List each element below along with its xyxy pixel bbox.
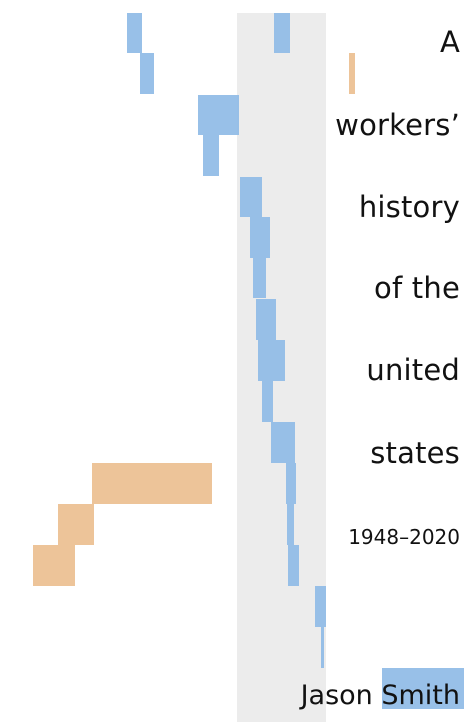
blue-bar-5 xyxy=(203,135,219,176)
blue-bar-13 xyxy=(286,463,296,504)
blue-bar-9 xyxy=(256,299,276,340)
orange-bar-3 xyxy=(58,504,94,545)
blue-bar-11 xyxy=(262,381,273,422)
title-line-1: A xyxy=(439,25,460,59)
blue-bar-3 xyxy=(274,13,290,53)
blue-bar-6 xyxy=(240,177,262,217)
blue-bar-12 xyxy=(271,422,295,463)
blue-bar-1 xyxy=(127,13,142,53)
blue-bar-7 xyxy=(250,217,270,258)
blue-bar-14 xyxy=(287,504,294,545)
blue-bar-17 xyxy=(321,627,324,668)
orange-bar-1 xyxy=(349,53,355,94)
title-line-4: of the xyxy=(374,271,460,305)
blue-bar-4 xyxy=(198,95,239,135)
blue-bar-8 xyxy=(253,258,266,298)
blue-bar-2 xyxy=(140,53,154,94)
blue-bar-18 xyxy=(382,668,464,709)
orange-bar-2 xyxy=(92,463,212,504)
title-line-2: workers’ xyxy=(335,108,460,142)
orange-bar-4 xyxy=(33,545,75,586)
years-range: 1948–2020 xyxy=(348,525,460,549)
blue-bar-15 xyxy=(288,545,299,586)
title-line-3: history xyxy=(358,190,460,224)
blue-bar-16 xyxy=(315,586,326,627)
title-line-5: united xyxy=(366,353,460,387)
author-name: Jason Smith xyxy=(300,680,460,711)
title-line-6: states xyxy=(370,436,460,470)
blue-bar-10 xyxy=(258,340,285,381)
